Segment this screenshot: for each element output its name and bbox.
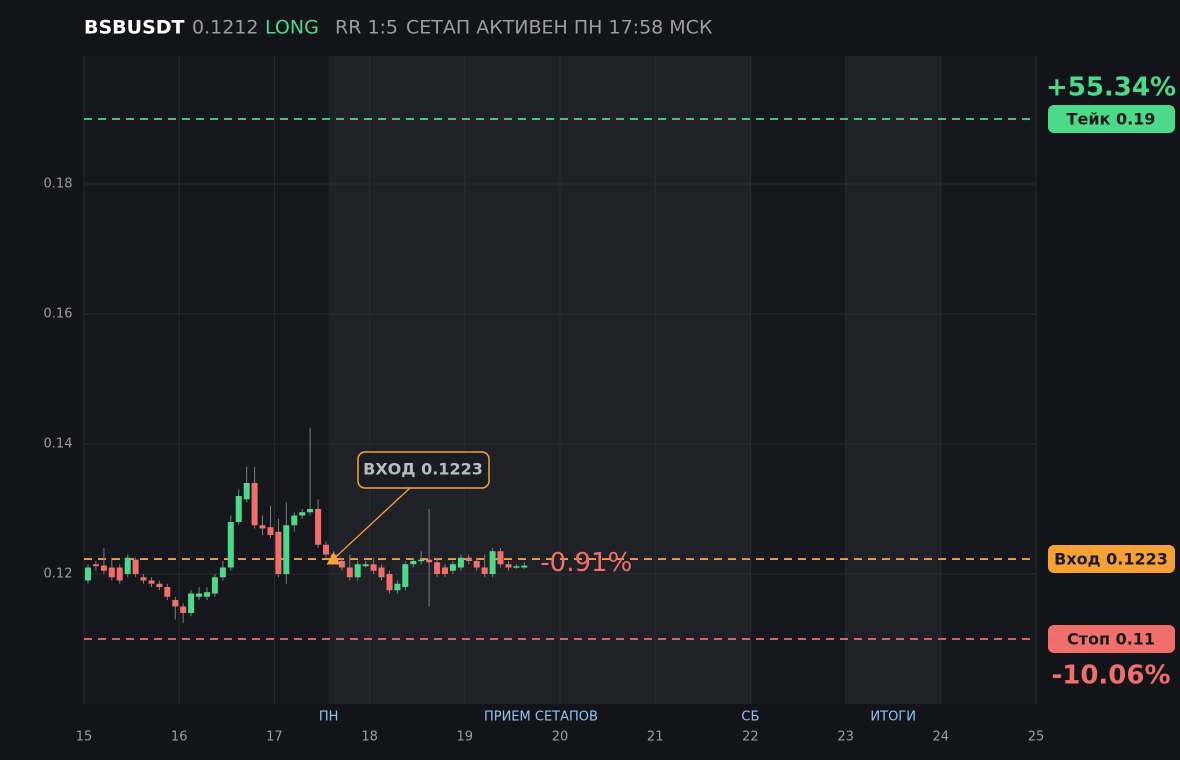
x-tick-label: 25 (1028, 730, 1045, 745)
price: 0.1212 (192, 17, 258, 39)
candle-body (473, 561, 480, 568)
candle-body (196, 593, 203, 597)
x-tick-label: 16 (171, 730, 188, 745)
status: СЕТАП АКТИВЕН ПН 17:58 МСК (406, 17, 713, 39)
candle-body (251, 483, 258, 526)
x-tick-label: 21 (647, 730, 664, 745)
x-tick-label: 24 (933, 730, 950, 745)
session-label: ПРИЕМ СЕТАПОВ (484, 710, 598, 725)
candle-body (497, 551, 504, 565)
candle-body (235, 496, 242, 522)
candle-body (410, 561, 417, 565)
candle-body (85, 567, 91, 581)
candle-body (465, 557, 472, 561)
y-tick-label: 0.18 (44, 177, 73, 192)
y-tick-label: 0.14 (44, 437, 73, 452)
grid-layer (83, 56, 1037, 704)
candle-body (219, 567, 226, 578)
candle-body (449, 564, 456, 571)
candle-body (323, 544, 329, 555)
candle-body (124, 557, 131, 574)
candle-body (243, 483, 250, 500)
candle-body (267, 527, 274, 535)
risk-reward: RR 1:5 (335, 17, 398, 39)
entry-marker (326, 552, 341, 565)
x-tick-label: 15 (76, 730, 93, 745)
candle-body (100, 565, 107, 571)
candle-body (434, 562, 441, 574)
candle-body (489, 551, 496, 574)
candle-body (140, 577, 147, 581)
candle-body (307, 509, 314, 513)
candle-body (283, 525, 290, 574)
y-tick-label: 0.12 (44, 567, 73, 582)
side: LONG (265, 17, 319, 39)
candle-body (148, 580, 155, 584)
current-change: -0.91% (540, 548, 632, 578)
candle-body (338, 561, 345, 568)
x-tick-label: 18 (361, 730, 378, 745)
candle-body (457, 557, 464, 568)
candle-body (418, 559, 425, 562)
callout-label: ВХОД 0.1223 (363, 460, 483, 479)
x-tick-label: 17 (266, 730, 283, 745)
candle-body (227, 522, 234, 568)
candle-body (108, 567, 115, 578)
candle-body (156, 583, 163, 587)
candle-body (513, 566, 520, 568)
level-badge (1048, 545, 1175, 574)
x-tick-label: 23 (837, 730, 854, 745)
candle-body (315, 509, 322, 545)
candle-body (505, 564, 512, 568)
candle-body (116, 567, 123, 581)
level-badge (1048, 105, 1175, 133)
x-tick-label: 22 (742, 730, 759, 745)
session-shade (845, 56, 941, 704)
level-label: Тейк 0.19 (1067, 110, 1156, 129)
candle-body (386, 574, 393, 591)
session-label: ИТОГИ (870, 710, 916, 725)
candle-body (521, 565, 528, 568)
level-badge (1048, 625, 1175, 653)
candle-body (442, 567, 448, 574)
candle-body (259, 525, 266, 529)
callout-line (332, 487, 411, 560)
candle-body (394, 583, 401, 591)
session-shade (328, 56, 751, 704)
y-tick-label: 0.16 (44, 307, 73, 322)
session-label: ПН (319, 710, 339, 725)
candle-body (188, 593, 195, 613)
candle-body (362, 564, 369, 567)
candle-body (132, 559, 139, 574)
level-change: +55.34% (1046, 73, 1176, 103)
session-label: СБ (741, 710, 759, 725)
candle-body (172, 600, 179, 607)
candle-body (402, 564, 409, 587)
candle-body (426, 559, 433, 563)
candle-body (204, 592, 210, 597)
candle-body (370, 564, 377, 571)
x-tick-label: 20 (552, 730, 569, 745)
candle-body (481, 567, 488, 574)
candle-body (275, 531, 282, 574)
x-tick-label: 19 (457, 730, 474, 745)
candle-body (378, 567, 385, 578)
callout-box (357, 451, 490, 489)
candle-body (180, 606, 187, 613)
candle-body (346, 567, 353, 578)
candle-body (354, 564, 361, 578)
level-change: -10.06% (1051, 661, 1170, 691)
candle-body (164, 587, 171, 597)
candle-body (291, 515, 298, 526)
candle-body (92, 564, 99, 567)
candle-body (211, 577, 218, 594)
symbol: BSBUSDT (84, 17, 185, 39)
level-label: Стоп 0.11 (1067, 630, 1155, 649)
marks-layer (84, 118, 1036, 640)
level-label: Вход 0.1223 (1054, 550, 1168, 569)
candle-body (299, 512, 306, 516)
